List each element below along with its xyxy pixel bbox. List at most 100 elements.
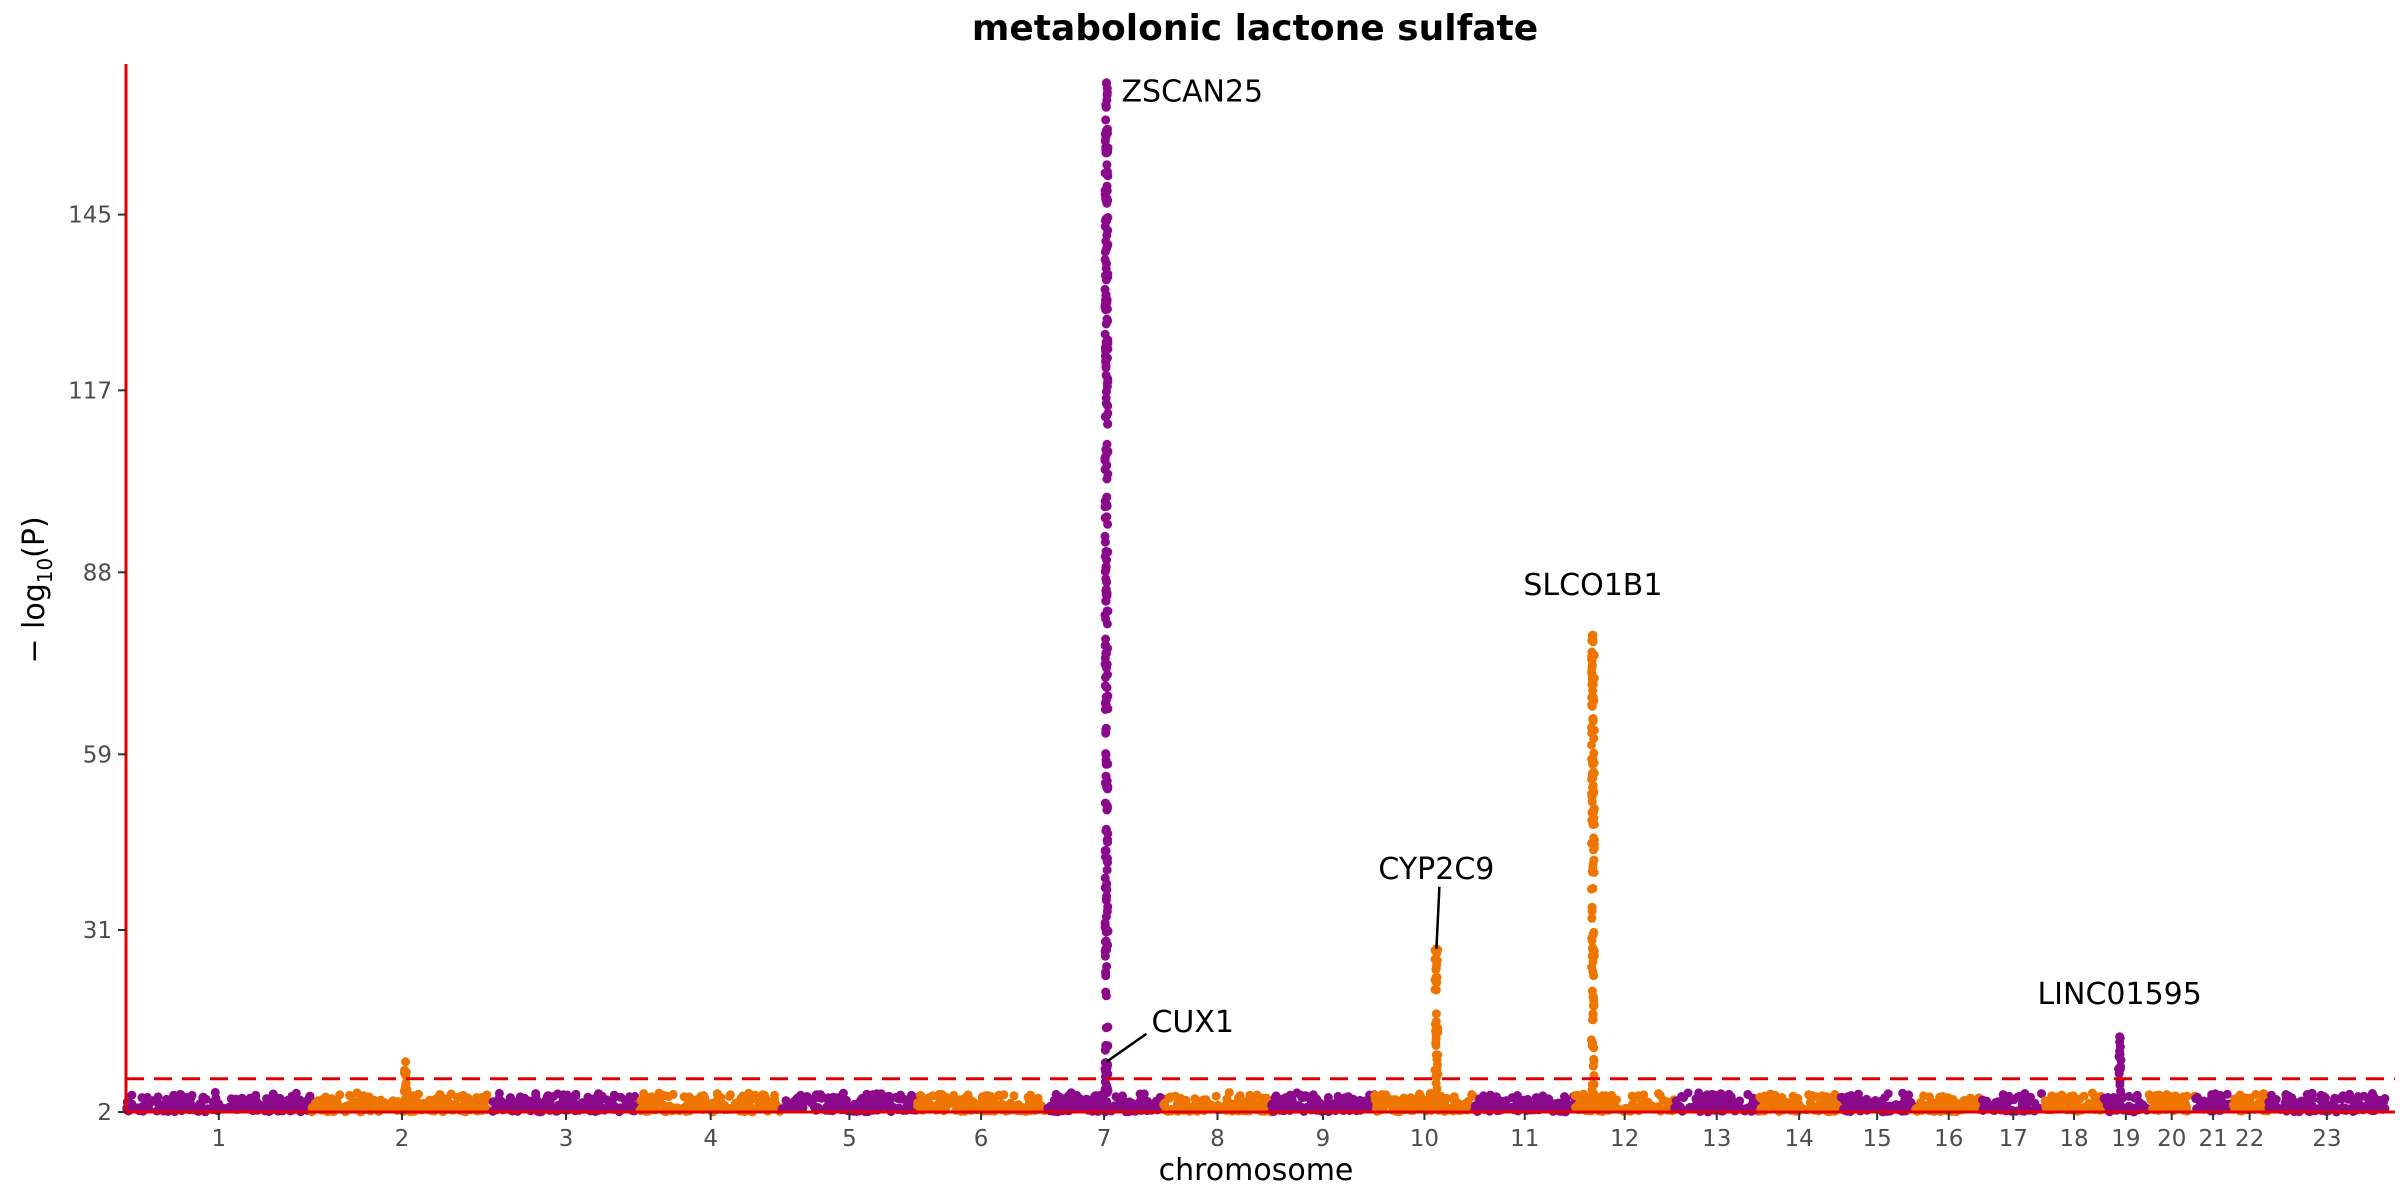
snp-point [1251, 1099, 1261, 1109]
snp-point [1213, 1100, 1223, 1110]
snp-point [239, 1102, 249, 1112]
snp-point [127, 1090, 137, 1100]
peak-snp-point [1102, 619, 1112, 629]
snp-point [310, 1101, 320, 1111]
peak-snp-point [1587, 740, 1596, 750]
snp-point [2266, 1103, 2276, 1113]
snp-point [746, 1092, 756, 1101]
annotation-leader-line [1435, 886, 1441, 949]
peak-snp-point [1587, 726, 1597, 736]
snp-point [252, 1098, 262, 1108]
snp-point [1627, 1091, 1637, 1101]
peak-snp-point [1103, 469, 1113, 479]
snp-point [381, 1103, 391, 1113]
snp-point [188, 1101, 197, 1111]
snp-point [142, 1092, 152, 1102]
snp-point [441, 1098, 451, 1108]
snp-point [903, 1100, 913, 1110]
snp-point [1685, 1102, 1695, 1112]
snp-point [1449, 1092, 1459, 1102]
snp-point [1149, 1102, 1159, 1112]
snp-point [2067, 1100, 2077, 1110]
snp-point [321, 1092, 331, 1102]
peak-snp-point [1589, 951, 1599, 961]
peak-top-point [401, 1057, 411, 1067]
snp-point [463, 1098, 473, 1108]
snp-point [2302, 1098, 2311, 1108]
peak-snp-point [1588, 867, 1597, 877]
snp-point [1222, 1094, 1232, 1104]
snp-point [1862, 1098, 1872, 1108]
snp-point [1945, 1102, 1955, 1112]
snp-point [1919, 1091, 1928, 1101]
peak-snp-point [1101, 342, 1111, 352]
x-tick-label: 17 [1999, 1126, 2028, 1152]
x-tick-label: 19 [2111, 1126, 2140, 1152]
snp-point [198, 1092, 208, 1102]
snp-point [1560, 1100, 1570, 1110]
snp-point [1760, 1101, 1770, 1111]
peak-snp-point [1431, 1038, 1441, 1048]
peak-snp-point [1101, 672, 1110, 682]
x-tick-label: 4 [703, 1126, 718, 1152]
snp-point [1853, 1089, 1863, 1099]
snp-point [1344, 1096, 1353, 1105]
snp-point [1114, 1099, 1124, 1109]
gene-label: CYP2C9 [1378, 852, 1494, 887]
snp-point [1089, 1102, 1099, 1112]
peak-snp-point [1588, 714, 1598, 723]
peak-snp-point [1101, 589, 1111, 599]
peak-snp-point [1100, 255, 1110, 265]
x-tick-label: 11 [1510, 1126, 1539, 1152]
peak-snp-point [1100, 641, 1110, 651]
x-tick-label: 3 [559, 1126, 574, 1152]
y-tick-label: 59 [83, 742, 112, 768]
peak-snp-point [1587, 654, 1596, 664]
snp-point [218, 1103, 228, 1113]
peak-snp-point [1102, 499, 1112, 509]
snp-point [295, 1095, 305, 1105]
snp-point [2235, 1099, 2245, 1109]
snp-point [1978, 1095, 1987, 1105]
snp-point [229, 1100, 239, 1110]
peak-snp-point [1102, 90, 1112, 100]
snp-point [1677, 1105, 1687, 1115]
snp-point [1531, 1093, 1541, 1103]
snp-point [2256, 1101, 2266, 1111]
snp-point [1270, 1102, 1280, 1112]
snp-point [209, 1096, 219, 1106]
snp-point [1851, 1099, 1861, 1109]
peak-snp-point [1101, 546, 1111, 556]
x-tick-label: 12 [1610, 1126, 1639, 1152]
peak-snp-point [1587, 935, 1597, 945]
snp-point [636, 1096, 646, 1106]
peak-snp-point [2115, 1046, 2125, 1056]
snp-point [1467, 1090, 1477, 1099]
x-tick-label: 1 [212, 1126, 227, 1152]
snp-point [1807, 1091, 1817, 1100]
peak-snp-point [1102, 683, 1112, 693]
x-tick-label: 8 [1210, 1126, 1225, 1152]
peak-snp-point [1102, 1088, 1112, 1098]
snp-point [305, 1091, 315, 1101]
snp-point [346, 1091, 356, 1101]
peak-snp-point [1430, 1019, 1440, 1029]
peak-snp-point [1102, 316, 1112, 326]
x-tick-label: 5 [842, 1126, 857, 1152]
peak-snp-point [1101, 1043, 1111, 1053]
peak-snp-point [1102, 512, 1112, 522]
peak-snp-point [1101, 562, 1111, 572]
snp-point [2068, 1091, 2078, 1101]
snp-point [435, 1090, 445, 1099]
peak-snp-point [1103, 335, 1113, 345]
snp-point [1332, 1103, 1342, 1113]
peak-snp-point [1589, 1089, 1599, 1099]
snp-point [286, 1097, 296, 1106]
snp-point [1063, 1100, 1073, 1109]
snp-point [1118, 1091, 1127, 1101]
snp-point [989, 1100, 999, 1110]
x-axis-title: chromosome [1159, 1153, 1354, 1188]
peak-snp-point [1588, 943, 1598, 953]
peak-snp-point [1100, 247, 1110, 257]
